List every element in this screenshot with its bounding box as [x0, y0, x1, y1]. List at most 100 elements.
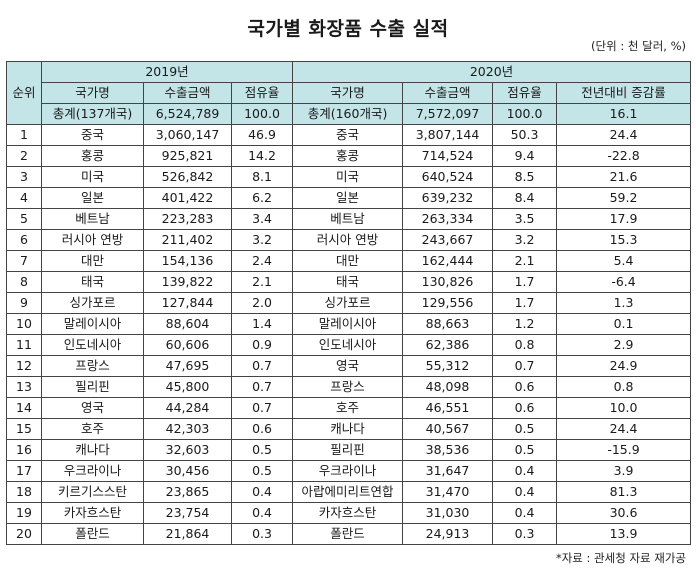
yoy-cell: 30.6	[556, 502, 692, 524]
share-2020-cell: 0.4	[492, 460, 558, 482]
country-header-2019: 국가명	[41, 82, 144, 104]
yoy-header: 전년대비 증감률	[556, 82, 692, 104]
rank-cell: 18	[6, 481, 42, 503]
amount-2020-cell: 130,826	[402, 271, 494, 293]
country-2019-cell: 러시아 연방	[41, 229, 144, 251]
amount-2020-cell: 24,913	[402, 523, 494, 545]
share-2019-cell: 14.2	[230, 145, 294, 167]
share-2020-cell: 3.5	[492, 208, 558, 230]
share-2020-cell: 0.5	[492, 439, 558, 461]
country-2020-cell: 태국	[292, 271, 404, 293]
share-header-2019: 점유율	[230, 82, 294, 104]
amount-2019-cell: 47,695	[143, 355, 232, 377]
country-2019-cell: 홍콩	[41, 145, 144, 167]
amount-2019-cell: 223,283	[143, 208, 232, 230]
rank-cell: 17	[6, 460, 42, 482]
rank-cell: 12	[6, 355, 42, 377]
country-2019-cell: 인도네시아	[41, 334, 144, 356]
amount-2019-cell: 42,303	[143, 418, 232, 440]
share-2019-cell: 0.5	[230, 439, 294, 461]
share-2019-cell: 8.1	[230, 166, 294, 188]
amount-2020-cell: 243,667	[402, 229, 494, 251]
table-row: 1 중국 3,060,147 46.9 중국 3,807,144 50.3 24.4	[6, 124, 692, 146]
amount-2020-cell: 62,386	[402, 334, 494, 356]
total-country-2020: 총계(160개국)	[292, 103, 404, 125]
amount-2019-cell: 23,754	[143, 502, 232, 524]
amount-header-2020: 수출금액	[402, 82, 494, 104]
share-2020-cell: 0.6	[492, 376, 558, 398]
rank-cell: 6	[6, 229, 42, 251]
table-row: 5 베트남 223,283 3.4 베트남 263,334 3.5 17.9	[6, 208, 692, 230]
amount-2019-cell: 154,136	[143, 250, 232, 272]
country-2020-cell: 말레이시아	[292, 313, 404, 335]
amount-2020-cell: 3,807,144	[402, 124, 494, 146]
total-share-2019: 100.0	[230, 103, 294, 125]
yoy-cell: 24.4	[556, 418, 692, 440]
amount-2020-cell: 38,536	[402, 439, 494, 461]
share-2019-cell: 0.4	[230, 481, 294, 503]
page-title: 국가별 화장품 수출 실적	[247, 18, 449, 40]
country-2020-cell: 우크라이나	[292, 460, 404, 482]
total-row: 총계(137개국) 6,524,789 100.0 총계(160개국) 7,57…	[7, 103, 692, 125]
amount-2019-cell: 45,800	[143, 376, 232, 398]
rank-cell: 8	[6, 271, 42, 293]
share-2020-cell: 0.7	[492, 355, 558, 377]
amount-2019-cell: 21,864	[143, 523, 232, 545]
share-2019-cell: 1.4	[230, 313, 294, 335]
country-2019-cell: 호주	[41, 418, 144, 440]
yoy-cell: 0.1	[556, 313, 692, 335]
yoy-cell: 81.3	[556, 481, 692, 503]
yoy-cell: 10.0	[556, 397, 692, 419]
table-row: 9 싱가포르 127,844 2.0 싱가포르 129,556 1.7 1.3	[6, 292, 692, 314]
amount-2020-cell: 46,551	[402, 397, 494, 419]
amount-2019-cell: 60,606	[143, 334, 232, 356]
amount-2019-cell: 526,842	[143, 166, 232, 188]
rank-cell: 1	[6, 124, 42, 146]
export-table: 순위 2019년 2020년 국가명 수출금액 점유율 국가명 수출금액 점유율…	[6, 61, 692, 545]
rank-cell: 7	[6, 250, 42, 272]
country-2020-cell: 아랍에미리트연합	[292, 481, 404, 503]
country-2019-cell: 캐나다	[41, 439, 144, 461]
table-row: 16 캐나다 32,603 0.5 필리핀 38,536 0.5 -15.9	[6, 439, 692, 461]
country-2020-cell: 폴란드	[292, 523, 404, 545]
source-note: *자료 : 관세청 자료 재가공	[555, 551, 686, 565]
amount-2019-cell: 139,822	[143, 271, 232, 293]
share-2019-cell: 2.1	[230, 271, 294, 293]
share-2020-cell: 1.7	[492, 271, 558, 293]
amount-2020-cell: 48,098	[402, 376, 494, 398]
country-2019-cell: 일본	[41, 187, 144, 209]
rank-cell: 20	[6, 523, 42, 545]
table-row: 20 폴란드 21,864 0.3 폴란드 24,913 0.3 13.9	[6, 523, 692, 545]
country-2019-cell: 중국	[41, 124, 144, 146]
amount-2019-cell: 30,456	[143, 460, 232, 482]
amount-2019-cell: 32,603	[143, 439, 232, 461]
share-2020-cell: 0.8	[492, 334, 558, 356]
share-2019-cell: 6.2	[230, 187, 294, 209]
country-2019-cell: 카자흐스탄	[41, 502, 144, 524]
rank-cell: 3	[6, 166, 42, 188]
country-2019-cell: 영국	[41, 397, 144, 419]
share-2019-cell: 0.3	[230, 523, 294, 545]
yoy-cell: 2.9	[556, 334, 692, 356]
country-2020-cell: 미국	[292, 166, 404, 188]
yoy-cell: 59.2	[556, 187, 692, 209]
share-2020-cell: 0.5	[492, 418, 558, 440]
country-2020-cell: 일본	[292, 187, 404, 209]
amount-2020-cell: 714,524	[402, 145, 494, 167]
total-yoy: 16.1	[556, 103, 692, 125]
country-2020-cell: 베트남	[292, 208, 404, 230]
country-2020-cell: 캐나다	[292, 418, 404, 440]
share-2020-cell: 2.1	[492, 250, 558, 272]
country-2020-cell: 대만	[292, 250, 404, 272]
year-2020-header: 2020년	[292, 61, 692, 83]
table-row: 15 호주 42,303 0.6 캐나다 40,567 0.5 24.4	[6, 418, 692, 440]
country-2019-cell: 대만	[41, 250, 144, 272]
table-row: 13 필리핀 45,800 0.7 프랑스 48,098 0.6 0.8	[6, 376, 692, 398]
table-row: 14 영국 44,284 0.7 호주 46,551 0.6 10.0	[6, 397, 692, 419]
yoy-cell: -22.8	[556, 145, 692, 167]
rank-cell: 2	[6, 145, 42, 167]
share-2019-cell: 2.4	[230, 250, 294, 272]
country-2019-cell: 폴란드	[41, 523, 144, 545]
country-header-2020: 국가명	[292, 82, 404, 104]
country-2020-cell: 중국	[292, 124, 404, 146]
